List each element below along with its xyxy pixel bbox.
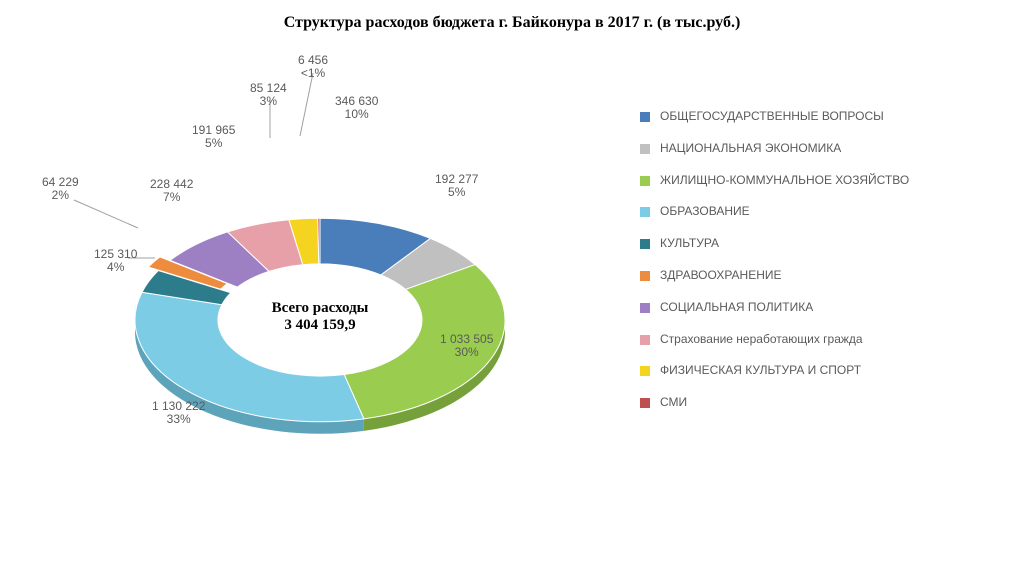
data-label: 125 3104% [94, 248, 137, 274]
legend-item: СОЦИАЛЬНАЯ ПОЛИТИКА [640, 301, 1020, 315]
legend-item: СМИ [640, 396, 1020, 410]
data-label: 85 1243% [250, 82, 287, 108]
legend-item: ЖИЛИЩНО-КОММУНАЛЬНОЕ ХОЗЯЙСТВО [640, 174, 1020, 188]
data-label: 64 2292% [42, 176, 79, 202]
legend-item: КУЛЬТУРА [640, 237, 1020, 251]
legend-text: НАЦИОНАЛЬНАЯ ЭКОНОМИКА [660, 142, 841, 156]
legend-text: ФИЗИЧЕСКАЯ КУЛЬТУРА И СПОРТ [660, 364, 861, 378]
legend-text: ЖИЛИЩНО-КОММУНАЛЬНОЕ ХОЗЯЙСТВО [660, 174, 909, 188]
legend-text: ЗДРАВООХРАНЕНИЕ [660, 269, 782, 283]
data-label: 6 456<1% [298, 54, 328, 80]
legend-swatch [640, 144, 650, 154]
center-label-line1: Всего расходы [220, 300, 420, 317]
legend-swatch [640, 303, 650, 313]
legend-text: ОБЩЕГОСУДАРСТВЕННЫЕ ВОПРОСЫ [660, 110, 884, 124]
data-label: 1 130 22233% [152, 400, 205, 426]
legend-item: Страхование неработающих гражда [640, 333, 1020, 347]
data-label: 191 9655% [192, 124, 235, 150]
legend-swatch [640, 271, 650, 281]
legend-text: Страхование неработающих гражда [660, 333, 863, 347]
legend-swatch [640, 112, 650, 122]
legend-text: ОБРАЗОВАНИЕ [660, 205, 750, 219]
data-label: 346 63010% [335, 95, 378, 121]
legend-item: ФИЗИЧЕСКАЯ КУЛЬТУРА И СПОРТ [640, 364, 1020, 378]
legend-text: СОЦИАЛЬНАЯ ПОЛИТИКА [660, 301, 813, 315]
legend-item: НАЦИОНАЛЬНАЯ ЭКОНОМИКА [640, 142, 1020, 156]
center-label-line2: 3 404 159,9 [220, 317, 420, 334]
legend-swatch [640, 366, 650, 376]
center-label: Всего расходы 3 404 159,9 [220, 300, 420, 335]
data-label: 228 4427% [150, 178, 193, 204]
legend-text: СМИ [660, 396, 687, 410]
data-label: 192 2775% [435, 173, 478, 199]
legend: ОБЩЕГОСУДАРСТВЕННЫЕ ВОПРОСЫ НАЦИОНАЛЬНАЯ … [640, 110, 1020, 428]
legend-swatch [640, 398, 650, 408]
legend-swatch [640, 239, 650, 249]
legend-text: КУЛЬТУРА [660, 237, 719, 251]
legend-item: ОБРАЗОВАНИЕ [640, 205, 1020, 219]
legend-item: ОБЩЕГОСУДАРСТВЕННЫЕ ВОПРОСЫ [640, 110, 1020, 124]
legend-item: ЗДРАВООХРАНЕНИЕ [640, 269, 1020, 283]
legend-swatch [640, 335, 650, 345]
data-label: 1 033 50530% [440, 333, 493, 359]
legend-swatch [640, 176, 650, 186]
legend-swatch [640, 207, 650, 217]
